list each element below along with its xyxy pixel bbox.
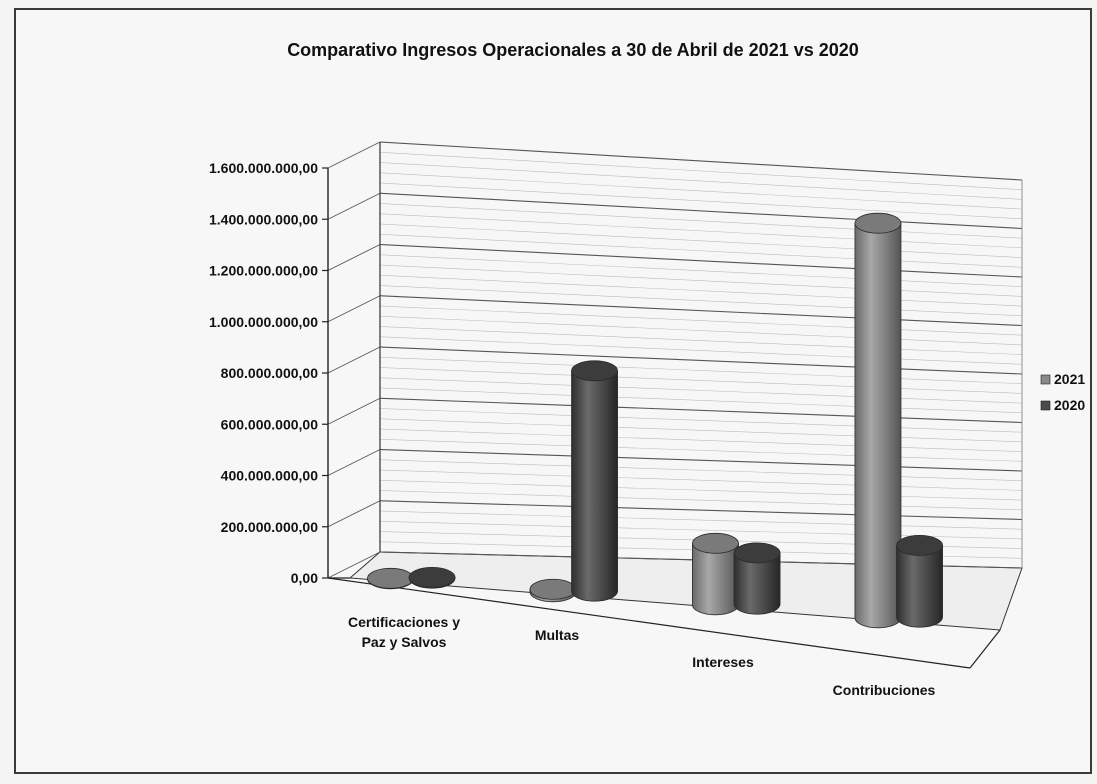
y-tick-label: 0,00 — [291, 570, 318, 586]
bar-2021-3 — [854, 212, 902, 629]
bar-body — [692, 542, 739, 616]
minor-gridline — [379, 326, 1023, 355]
bar-2021-0 — [367, 567, 414, 590]
minor-gridline — [379, 274, 1023, 307]
minor-gridline — [379, 408, 1023, 433]
minor-gridline — [379, 162, 1023, 200]
x-axis-line — [327, 577, 971, 669]
legend-swatch-2020 — [1040, 400, 1051, 411]
minor-gridline — [379, 367, 1023, 394]
side-gridline — [327, 141, 381, 169]
minor-gridline — [379, 356, 1023, 384]
major-gridline — [379, 397, 1023, 424]
major-gridline — [379, 243, 1023, 278]
bar-top — [896, 535, 943, 556]
side-gridline — [327, 346, 381, 374]
minor-gridline — [379, 428, 1023, 452]
legend: 2021 2020 — [1040, 371, 1085, 413]
x-axis-right-edge — [969, 629, 1001, 669]
minor-gridline — [379, 510, 1023, 530]
major-gridline — [379, 500, 1023, 521]
bar-top — [733, 542, 781, 564]
side-gridline — [327, 244, 381, 271]
minor-gridline — [379, 438, 1023, 462]
y-tick-label: 1.600.000.000,00 — [209, 160, 318, 176]
bar-2020-3 — [896, 535, 943, 628]
side-gridline — [327, 500, 381, 528]
side-gridline — [327, 192, 381, 220]
bar-body — [571, 370, 618, 602]
labels-layer: 0,00 200.000.000,00 400.000.000,00 600.000.… — [209, 160, 936, 698]
bar-2020-0 — [408, 566, 456, 589]
side-gridline — [327, 551, 381, 579]
side-gridline — [327, 295, 381, 323]
major-gridline — [379, 192, 1023, 230]
bar-top — [854, 212, 902, 234]
minor-gridline — [379, 479, 1023, 501]
y-tick-label: 800.000.000,00 — [221, 365, 319, 381]
minor-gridline — [379, 182, 1023, 220]
axis-layer — [322, 142, 1023, 669]
minor-gridline — [379, 377, 1023, 404]
major-gridline — [379, 448, 1023, 472]
minor-gridline — [379, 336, 1023, 365]
y-tick-label: 1.400.000.000,00 — [209, 211, 318, 227]
y-tick-label: 600.000.000,00 — [221, 416, 319, 432]
minor-gridline — [379, 264, 1023, 297]
chart-title: Comparativo Ingresos Operacionales a 30 … — [287, 40, 859, 60]
bar-top — [692, 532, 739, 554]
minor-gridline — [379, 418, 1023, 443]
minor-gridline — [379, 254, 1023, 287]
minor-gridline — [379, 233, 1023, 268]
category-label: Multas — [535, 627, 580, 643]
chart-frame — [14, 8, 1092, 774]
major-gridline — [379, 346, 1023, 375]
minor-gridline — [379, 172, 1023, 210]
minor-gridline — [379, 203, 1023, 239]
minor-gridline — [379, 151, 1023, 190]
bars-layer — [367, 212, 943, 629]
bar-2021-1 — [529, 578, 577, 603]
grid-layer — [327, 141, 1023, 631]
category-label: Contribuciones — [833, 682, 936, 698]
legend-label-2020: 2020 — [1054, 397, 1085, 413]
y-tick-label: 400.000.000,00 — [221, 468, 319, 484]
bar-top — [367, 567, 414, 589]
bar-body — [896, 545, 943, 628]
bar-top — [571, 360, 618, 382]
bar-2020-2 — [733, 542, 781, 615]
bar-body — [733, 552, 781, 615]
side-gridline — [327, 449, 381, 476]
major-gridline — [379, 141, 1023, 181]
minor-gridline — [379, 315, 1023, 346]
major-gridline — [379, 295, 1023, 327]
bar-body — [854, 222, 902, 629]
bar-top — [529, 578, 577, 600]
side-gridline — [327, 397, 381, 425]
legend-swatch-2021 — [1040, 374, 1051, 385]
y-tick-label: 1.000.000.000,00 — [209, 314, 318, 330]
bar-top — [408, 566, 456, 588]
y-tick-label: 1.200.000.000,00 — [209, 263, 318, 279]
bar-2021-2 — [692, 532, 739, 616]
category-label: Intereses — [692, 654, 754, 670]
y-tick-label: 200.000.000,00 — [221, 519, 319, 535]
minor-gridline — [379, 223, 1023, 258]
category-label: Certificaciones y Paz y Salvos — [348, 614, 460, 650]
minor-gridline — [379, 490, 1023, 511]
bar-2020-1 — [571, 360, 618, 602]
minor-gridline — [379, 469, 1023, 491]
minor-gridline — [379, 305, 1023, 336]
minor-gridline — [379, 459, 1023, 481]
minor-gridline — [379, 213, 1023, 249]
minor-gridline — [379, 387, 1023, 414]
minor-gridline — [379, 285, 1023, 317]
legend-label-2021: 2021 — [1054, 371, 1085, 387]
